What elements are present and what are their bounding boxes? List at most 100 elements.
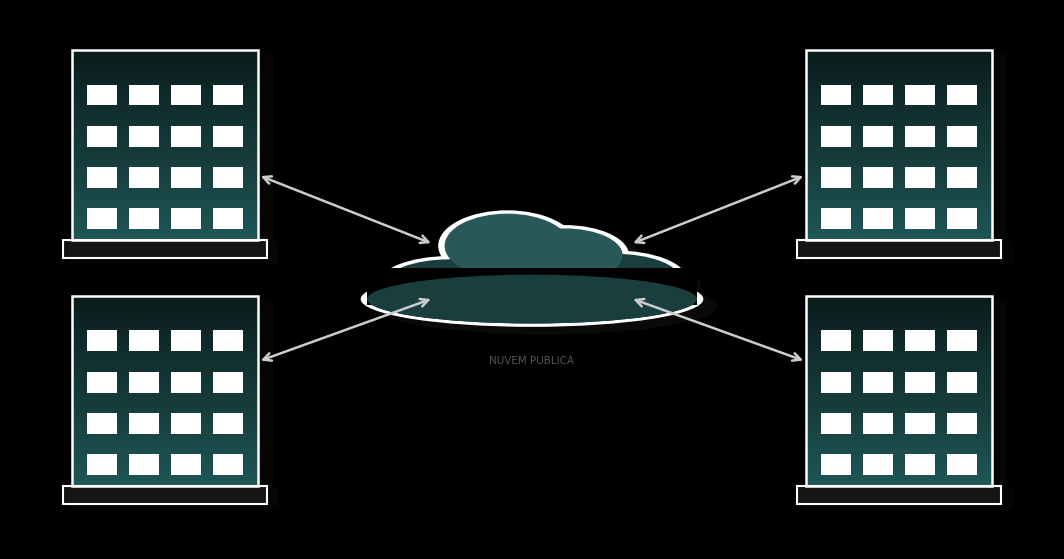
Bar xyxy=(905,330,935,352)
Bar xyxy=(79,299,272,493)
Bar xyxy=(805,378,992,385)
Bar xyxy=(72,423,257,429)
Bar xyxy=(805,467,992,473)
Bar xyxy=(72,461,257,467)
Bar xyxy=(805,347,992,353)
Bar xyxy=(805,221,992,228)
Bar xyxy=(72,94,257,101)
Ellipse shape xyxy=(435,235,629,312)
Bar xyxy=(947,167,977,188)
Bar xyxy=(72,442,257,448)
Bar xyxy=(72,334,257,340)
Bar xyxy=(72,372,257,378)
Bar xyxy=(805,366,992,372)
Bar xyxy=(805,120,992,126)
Bar xyxy=(805,461,992,467)
Bar xyxy=(805,423,992,429)
Bar xyxy=(947,372,977,392)
Bar xyxy=(171,84,201,106)
Bar xyxy=(72,164,257,170)
Bar xyxy=(905,126,935,146)
Bar xyxy=(805,391,992,397)
Ellipse shape xyxy=(388,262,536,322)
Bar xyxy=(805,296,992,486)
Ellipse shape xyxy=(377,256,521,314)
Ellipse shape xyxy=(549,254,681,305)
Bar xyxy=(129,84,159,106)
Bar xyxy=(72,473,257,480)
Bar xyxy=(72,429,257,435)
Bar xyxy=(129,454,159,475)
Ellipse shape xyxy=(438,210,577,281)
Bar xyxy=(72,416,257,423)
Bar xyxy=(805,190,992,196)
Bar xyxy=(72,340,257,347)
Bar xyxy=(805,158,992,164)
Ellipse shape xyxy=(367,274,697,324)
Bar xyxy=(213,413,243,434)
Bar xyxy=(805,113,992,120)
Bar xyxy=(947,84,977,106)
Bar xyxy=(171,208,201,229)
Bar xyxy=(805,196,992,202)
Ellipse shape xyxy=(442,239,622,309)
Bar xyxy=(805,296,992,302)
Bar xyxy=(72,63,257,69)
Bar xyxy=(805,101,992,107)
Bar xyxy=(213,454,243,475)
Bar xyxy=(805,132,992,139)
Bar xyxy=(905,208,935,229)
Text: NUVEM PUBLICA: NUVEM PUBLICA xyxy=(489,356,575,366)
Bar xyxy=(213,330,243,352)
Bar xyxy=(821,167,851,188)
Bar xyxy=(72,404,257,410)
Bar xyxy=(947,330,977,352)
Bar xyxy=(821,208,851,229)
Bar xyxy=(805,94,992,101)
Bar xyxy=(905,167,935,188)
Bar xyxy=(72,50,257,56)
Bar xyxy=(72,139,257,145)
Bar xyxy=(805,202,992,209)
Bar xyxy=(805,82,992,88)
Bar xyxy=(805,209,992,215)
Bar xyxy=(805,385,992,391)
Bar xyxy=(72,120,257,126)
Bar xyxy=(805,397,992,404)
Bar xyxy=(72,410,257,416)
Bar xyxy=(213,208,243,229)
Bar xyxy=(87,126,117,146)
Bar xyxy=(805,50,992,240)
Bar xyxy=(805,228,992,234)
Bar xyxy=(171,126,201,146)
Bar xyxy=(72,209,257,215)
Bar xyxy=(905,372,935,392)
Bar xyxy=(72,132,257,139)
Bar xyxy=(72,378,257,385)
Bar xyxy=(171,167,201,188)
Bar xyxy=(798,240,1000,258)
Bar xyxy=(805,416,992,423)
Bar xyxy=(805,139,992,145)
Bar xyxy=(87,372,117,392)
Bar xyxy=(812,299,1007,493)
Bar xyxy=(805,429,992,435)
Bar xyxy=(821,372,851,392)
Bar xyxy=(72,82,257,88)
Ellipse shape xyxy=(449,216,591,289)
Bar xyxy=(72,88,257,94)
Bar xyxy=(72,309,257,315)
Bar xyxy=(72,107,257,113)
Bar xyxy=(805,107,992,113)
Bar xyxy=(72,454,257,461)
Bar xyxy=(821,126,851,146)
Bar xyxy=(905,454,935,475)
Bar xyxy=(129,330,159,352)
Ellipse shape xyxy=(501,225,629,286)
Bar xyxy=(367,268,697,305)
Bar xyxy=(72,302,257,309)
Bar xyxy=(72,75,257,82)
Bar xyxy=(805,145,992,151)
Bar xyxy=(821,84,851,106)
Bar xyxy=(947,413,977,434)
